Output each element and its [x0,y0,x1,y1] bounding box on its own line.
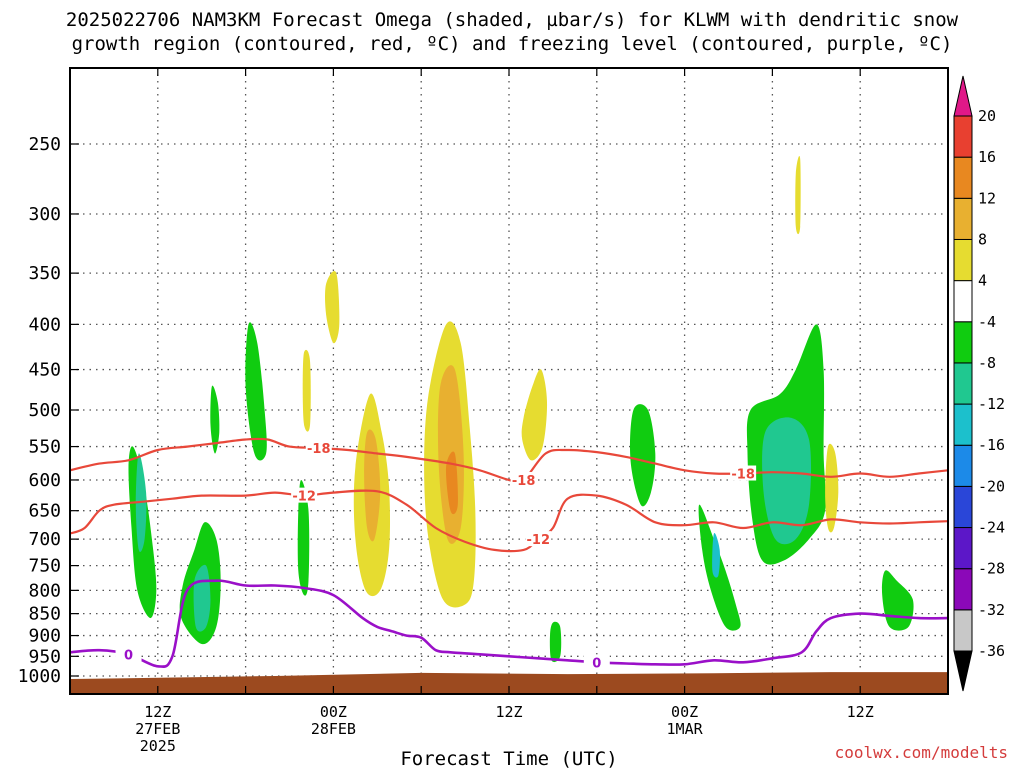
colorbar-bin [953,321,973,364]
x-tick-label: 00Z [320,703,347,721]
colorbar-bottom-arrow [953,650,973,692]
colorbar-label: -32 [978,601,1005,619]
dgz-contour-line [70,489,948,553]
colorbar-label: 20 [978,107,996,125]
y-tick-label: 300 [28,204,61,225]
y-tick-label: 850 [28,604,61,625]
colorbar-top-arrow [953,75,973,117]
omega-region [629,404,656,507]
contour-label: 0 [592,656,601,671]
colorbar: 20 16 12 8 4 -4 -8 -12 -16 -20 -24 -28 -32 -36 [953,75,1005,692]
omega-region [210,385,220,454]
y-tick-label: 500 [28,400,61,421]
omega-region [325,270,340,344]
colorbar-label: 4 [978,272,987,290]
colorbar-bin [953,362,973,405]
terrain [70,672,948,694]
x-tick-label: 2025 [140,737,176,755]
colorbar-bin [953,568,973,611]
y-tick-label: 350 [28,263,61,284]
y-tick-label: 400 [28,314,61,335]
y-tick-label: 800 [28,580,61,601]
contour-label-bg [510,471,537,487]
x-axis-title: Forecast Time (UTC) [400,748,617,768]
colorbar-label: -28 [978,560,1005,578]
colorbar-bin [953,115,973,158]
x-tick-label: 12Z [847,703,874,721]
colorbar-label: -16 [978,436,1005,454]
colorbar-label: -36 [978,642,1005,660]
omega-region [825,443,839,533]
contour-label: -12 [292,490,316,505]
colorbar-label: -24 [978,519,1005,537]
colorbar-bin [953,485,973,529]
omega-region [698,504,741,631]
colorbar-bin [953,444,973,487]
x-tick-label: 27FEB [135,720,180,738]
chart-title-line-1: 2025022706 NAM3KM Forecast Omega (shaded… [65,9,959,31]
contour-label-bg [291,487,318,503]
y-tick-label: 250 [28,134,61,155]
y-tick-label: 750 [28,556,61,577]
colorbar-bin [953,403,973,446]
omega-region [297,480,310,596]
contour-label-bg [730,465,757,481]
chart-title-line-2: growth region (contoured, red, ºC) and f… [71,33,953,55]
omega-region [245,322,267,461]
colorbar-label: 16 [978,148,996,166]
colorbar-bin [953,238,973,282]
colorbar-label: -20 [978,477,1005,495]
contour-lines: -18 -18 -18 -12 -12 0 0 [70,437,948,671]
contour-label: -18 [731,468,755,483]
contour-label-bg [583,654,610,670]
omega-region [795,156,801,235]
y-tick-label: 600 [28,470,61,491]
colorbar-label: -8 [978,354,996,372]
colorbar-label: -12 [978,395,1005,413]
omega-region [445,451,458,515]
contour-label: -18 [307,442,331,457]
y-axis: 2503003504004505005506006507007508008509… [18,134,79,687]
contour-label-bg [525,531,552,547]
colorbar-bin [953,156,973,199]
colorbar-bin [953,280,973,323]
y-tick-label: 900 [28,626,61,647]
omega-region [549,621,562,663]
omega-region [521,369,548,461]
colorbar-bin [953,197,973,240]
colorbar-bin [953,527,973,570]
y-tick-label: 1000 [18,666,61,687]
y-tick-label: 550 [28,437,61,458]
colorbar-label: 12 [978,189,996,207]
y-tick-label: 950 [28,646,61,667]
x-tick-label: 1MAR [667,720,704,738]
omega-region [762,417,812,545]
credit-text: coolwx.com/modelts [835,743,1008,762]
x-tick-label: 28FEB [311,720,356,738]
y-tick-label: 450 [28,360,61,381]
x-tick-label: 12Z [144,703,171,721]
y-tick-label: 700 [28,529,61,550]
contour-label: 0 [124,648,133,663]
omega-region [364,429,381,542]
colorbar-bin [953,609,973,652]
x-tick-label: 12Z [495,703,522,721]
contour-label: -12 [527,533,551,548]
omega-region [302,349,311,432]
colorbar-label: 8 [978,230,987,248]
contour-label-bg [305,439,332,455]
omega-region [712,533,720,578]
y-tick-label: 650 [28,501,61,522]
contour-label-bg [115,646,142,662]
colorbar-label: -4 [978,313,996,331]
x-tick-label: 00Z [671,703,698,721]
freezing-level-line [70,579,948,668]
terrain-fill [70,672,948,694]
contour-label: -18 [512,474,536,489]
omega-region [881,570,914,631]
